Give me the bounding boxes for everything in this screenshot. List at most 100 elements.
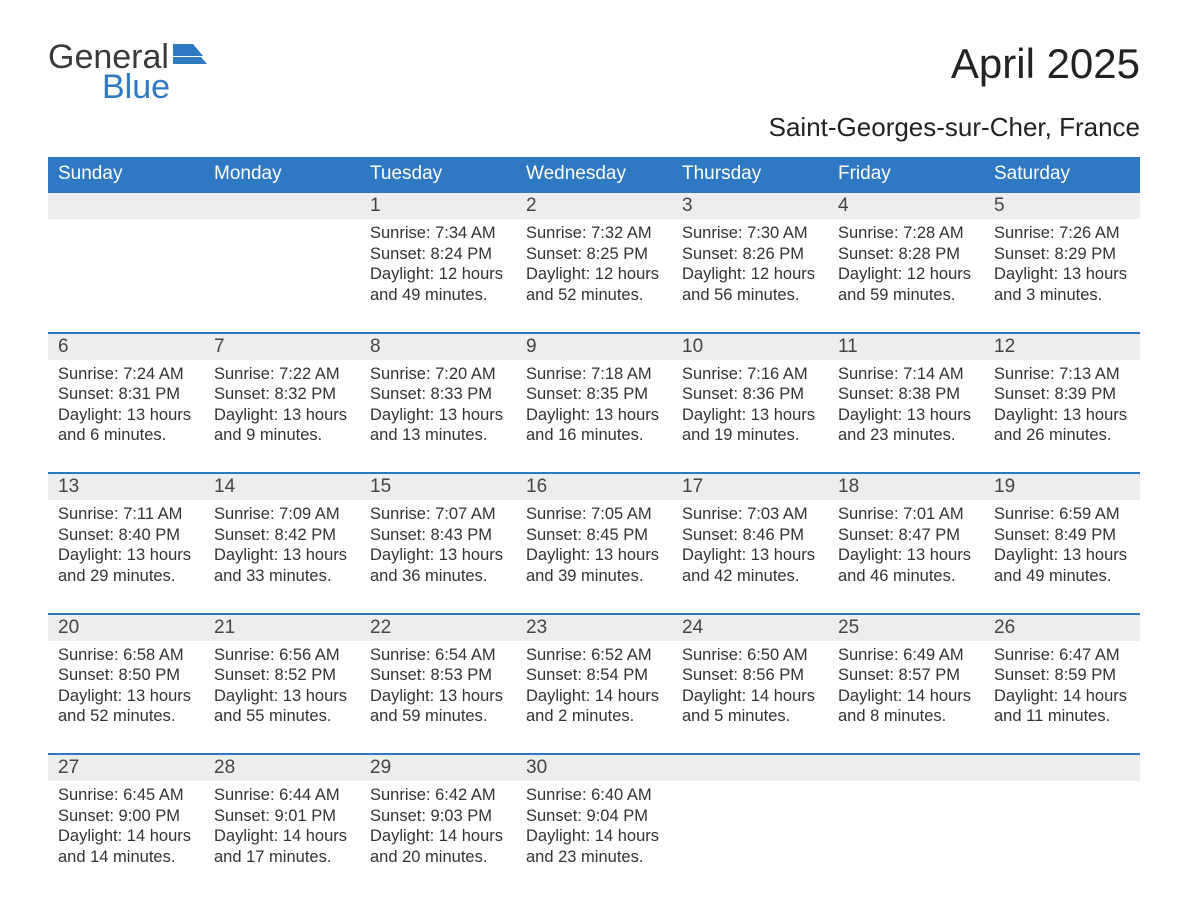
- day-number: 30: [516, 755, 672, 781]
- day-number: 20: [48, 615, 204, 641]
- calendar-day-number: 1: [360, 192, 516, 219]
- calendar-day-number: 8: [360, 333, 516, 360]
- day-header: Monday: [204, 157, 360, 192]
- calendar-day-number: 12: [984, 333, 1140, 360]
- day-details: Sunrise: 7:24 AMSunset: 8:31 PMDaylight:…: [48, 360, 204, 473]
- page-subtitle: Saint-Georges-sur-Cher, France: [48, 112, 1140, 143]
- calendar-day-number: 14: [204, 473, 360, 500]
- calendar-day-content: Sunrise: 6:44 AMSunset: 9:01 PMDaylight:…: [204, 781, 360, 894]
- day-details: Sunrise: 6:59 AMSunset: 8:49 PMDaylight:…: [984, 500, 1140, 613]
- calendar-day-number: 15: [360, 473, 516, 500]
- day-number: 10: [672, 334, 828, 360]
- calendar-day-content: Sunrise: 7:22 AMSunset: 8:32 PMDaylight:…: [204, 360, 360, 474]
- calendar-day-content: Sunrise: 7:05 AMSunset: 8:45 PMDaylight:…: [516, 500, 672, 614]
- calendar-day-content: Sunrise: 7:11 AMSunset: 8:40 PMDaylight:…: [48, 500, 204, 614]
- calendar-day-content: Sunrise: 7:28 AMSunset: 8:28 PMDaylight:…: [828, 219, 984, 333]
- calendar-day-content: Sunrise: 6:54 AMSunset: 8:53 PMDaylight:…: [360, 641, 516, 755]
- calendar-day-content: Sunrise: 7:01 AMSunset: 8:47 PMDaylight:…: [828, 500, 984, 614]
- day-details: Sunrise: 7:34 AMSunset: 8:24 PMDaylight:…: [360, 219, 516, 332]
- day-header: Friday: [828, 157, 984, 192]
- calendar-empty-cell: [48, 192, 204, 219]
- day-number: 3: [672, 193, 828, 219]
- day-details: Sunrise: 7:30 AMSunset: 8:26 PMDaylight:…: [672, 219, 828, 332]
- calendar-day-number: 22: [360, 614, 516, 641]
- calendar-empty-cell: [828, 754, 984, 781]
- day-details: Sunrise: 7:26 AMSunset: 8:29 PMDaylight:…: [984, 219, 1140, 332]
- day-header: Saturday: [984, 157, 1140, 192]
- calendar-empty-cell: [204, 192, 360, 219]
- day-details: Sunrise: 7:09 AMSunset: 8:42 PMDaylight:…: [204, 500, 360, 613]
- day-details: Sunrise: 6:58 AMSunset: 8:50 PMDaylight:…: [48, 641, 204, 754]
- calendar-day-content: Sunrise: 6:58 AMSunset: 8:50 PMDaylight:…: [48, 641, 204, 755]
- calendar-day-content: Sunrise: 7:07 AMSunset: 8:43 PMDaylight:…: [360, 500, 516, 614]
- calendar-day-number: 16: [516, 473, 672, 500]
- calendar-day-content: Sunrise: 7:14 AMSunset: 8:38 PMDaylight:…: [828, 360, 984, 474]
- day-number: 26: [984, 615, 1140, 641]
- flag-icon: [173, 40, 207, 74]
- day-number: 2: [516, 193, 672, 219]
- calendar-day-content: Sunrise: 7:18 AMSunset: 8:35 PMDaylight:…: [516, 360, 672, 474]
- calendar-day-number: 27: [48, 754, 204, 781]
- calendar-day-number: 24: [672, 614, 828, 641]
- day-details: Sunrise: 7:20 AMSunset: 8:33 PMDaylight:…: [360, 360, 516, 473]
- day-details: Sunrise: 7:14 AMSunset: 8:38 PMDaylight:…: [828, 360, 984, 473]
- day-number: 19: [984, 474, 1140, 500]
- calendar-day-number: 11: [828, 333, 984, 360]
- day-details: Sunrise: 6:45 AMSunset: 9:00 PMDaylight:…: [48, 781, 204, 894]
- day-details: Sunrise: 6:52 AMSunset: 8:54 PMDaylight:…: [516, 641, 672, 754]
- calendar-day-content: Sunrise: 7:09 AMSunset: 8:42 PMDaylight:…: [204, 500, 360, 614]
- calendar-day-content: Sunrise: 6:50 AMSunset: 8:56 PMDaylight:…: [672, 641, 828, 755]
- calendar-day-number: 30: [516, 754, 672, 781]
- calendar-empty-cell: [984, 754, 1140, 781]
- day-details: Sunrise: 7:07 AMSunset: 8:43 PMDaylight:…: [360, 500, 516, 613]
- day-number: 23: [516, 615, 672, 641]
- day-details: Sunrise: 7:18 AMSunset: 8:35 PMDaylight:…: [516, 360, 672, 473]
- page-title: April 2025: [951, 40, 1140, 88]
- day-details: Sunrise: 6:47 AMSunset: 8:59 PMDaylight:…: [984, 641, 1140, 754]
- day-number: 24: [672, 615, 828, 641]
- day-details: Sunrise: 6:44 AMSunset: 9:01 PMDaylight:…: [204, 781, 360, 894]
- day-number: 16: [516, 474, 672, 500]
- day-number: 12: [984, 334, 1140, 360]
- calendar-day-content: Sunrise: 6:47 AMSunset: 8:59 PMDaylight:…: [984, 641, 1140, 755]
- day-number: 9: [516, 334, 672, 360]
- calendar-day-number: 9: [516, 333, 672, 360]
- day-number: 7: [204, 334, 360, 360]
- calendar-day-content: Sunrise: 6:40 AMSunset: 9:04 PMDaylight:…: [516, 781, 672, 894]
- calendar-day-number: 26: [984, 614, 1140, 641]
- calendar-day-number: 2: [516, 192, 672, 219]
- day-details: Sunrise: 7:03 AMSunset: 8:46 PMDaylight:…: [672, 500, 828, 613]
- calendar-day-number: 18: [828, 473, 984, 500]
- day-number: 21: [204, 615, 360, 641]
- calendar-table: SundayMondayTuesdayWednesdayThursdayFrid…: [48, 157, 1140, 894]
- calendar-day-number: 4: [828, 192, 984, 219]
- calendar-day-content: Sunrise: 7:32 AMSunset: 8:25 PMDaylight:…: [516, 219, 672, 333]
- day-number: 6: [48, 334, 204, 360]
- day-details: Sunrise: 7:32 AMSunset: 8:25 PMDaylight:…: [516, 219, 672, 332]
- day-details: Sunrise: 6:54 AMSunset: 8:53 PMDaylight:…: [360, 641, 516, 754]
- calendar-day-content: Sunrise: 7:20 AMSunset: 8:33 PMDaylight:…: [360, 360, 516, 474]
- calendar-day-content: Sunrise: 6:56 AMSunset: 8:52 PMDaylight:…: [204, 641, 360, 755]
- calendar-day-number: 6: [48, 333, 204, 360]
- header: General Blue April 2025: [48, 40, 1140, 104]
- day-details: Sunrise: 7:16 AMSunset: 8:36 PMDaylight:…: [672, 360, 828, 473]
- calendar-day-content: Sunrise: 7:16 AMSunset: 8:36 PMDaylight:…: [672, 360, 828, 474]
- day-header: Thursday: [672, 157, 828, 192]
- day-details: Sunrise: 6:40 AMSunset: 9:04 PMDaylight:…: [516, 781, 672, 894]
- day-number: 22: [360, 615, 516, 641]
- day-number: 17: [672, 474, 828, 500]
- calendar-day-content: Sunrise: 7:13 AMSunset: 8:39 PMDaylight:…: [984, 360, 1140, 474]
- calendar-day-number: 17: [672, 473, 828, 500]
- calendar-day-content: Sunrise: 7:26 AMSunset: 8:29 PMDaylight:…: [984, 219, 1140, 333]
- calendar-day-number: 3: [672, 192, 828, 219]
- calendar-day-number: 7: [204, 333, 360, 360]
- day-number: 18: [828, 474, 984, 500]
- day-details: Sunrise: 7:22 AMSunset: 8:32 PMDaylight:…: [204, 360, 360, 473]
- calendar-day-content: Sunrise: 6:45 AMSunset: 9:00 PMDaylight:…: [48, 781, 204, 894]
- calendar-empty-cell: [204, 219, 360, 333]
- day-details: Sunrise: 6:56 AMSunset: 8:52 PMDaylight:…: [204, 641, 360, 754]
- day-header: Tuesday: [360, 157, 516, 192]
- calendar-empty-cell: [984, 781, 1140, 894]
- logo-word-2: Blue: [48, 70, 207, 104]
- calendar-day-content: Sunrise: 7:03 AMSunset: 8:46 PMDaylight:…: [672, 500, 828, 614]
